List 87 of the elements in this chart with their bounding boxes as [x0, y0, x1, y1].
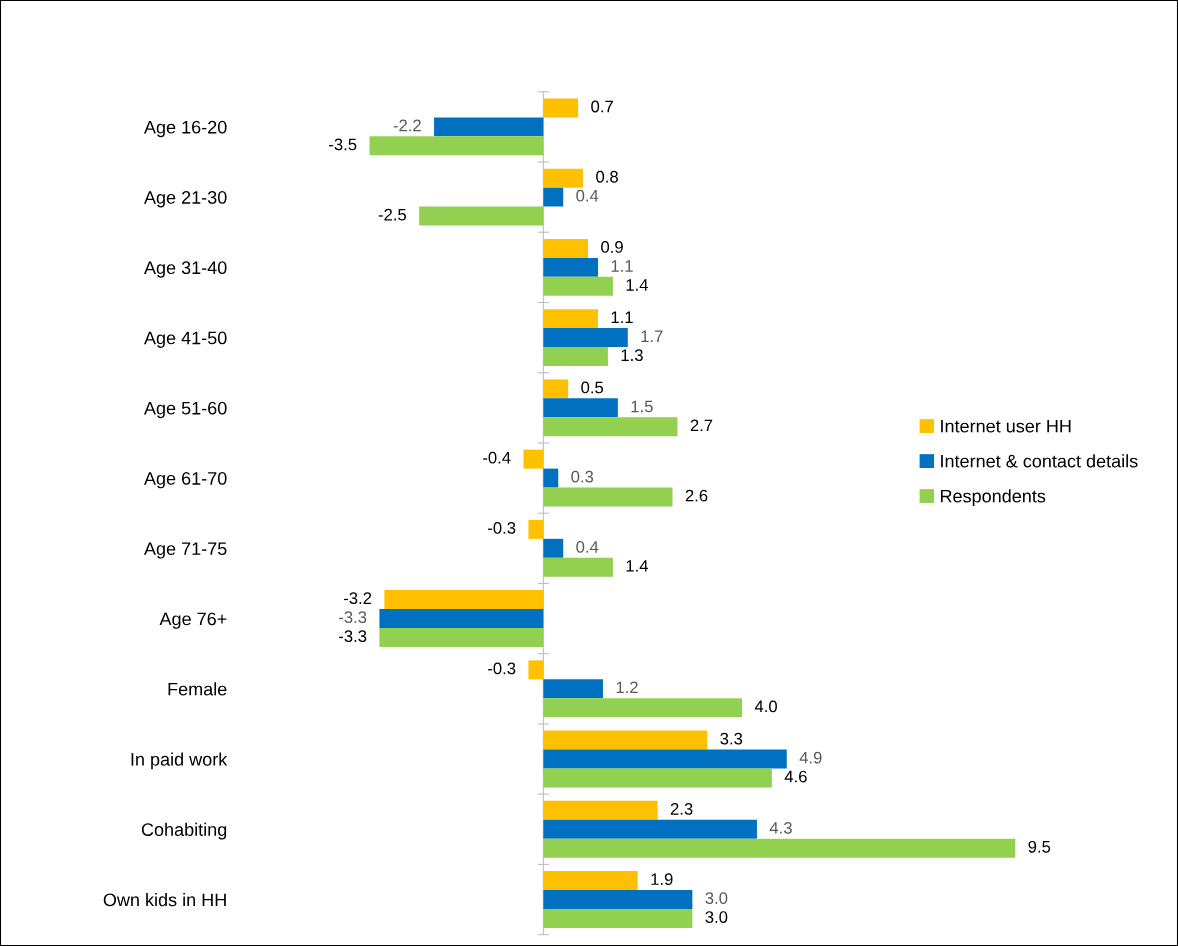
data-label: 0.4 — [576, 541, 599, 553]
y-tick-label: Female — [168, 682, 227, 696]
bar — [543, 398, 618, 418]
bar — [543, 276, 613, 296]
bar — [543, 257, 598, 277]
bar — [384, 590, 544, 610]
y-tick-label: Age 41-50 — [143, 331, 227, 348]
bar — [528, 519, 544, 539]
data-label: 9.5 — [1028, 840, 1051, 853]
bar — [543, 538, 564, 558]
bar — [543, 768, 772, 788]
y-tick-label: Age 71-75 — [143, 542, 227, 559]
data-label: -3.5 — [329, 138, 357, 151]
bar — [543, 168, 584, 188]
data-label: 4.3 — [769, 821, 792, 834]
data-label: 0.3 — [571, 470, 594, 483]
y-tick-label: Own kids in HH — [103, 892, 226, 907]
legend-label: Internet & contact details — [941, 454, 1138, 468]
data-label: 3.0 — [705, 892, 728, 904]
bar — [369, 136, 544, 156]
data-label: 3.0 — [705, 911, 728, 923]
data-label: 1.7 — [641, 330, 663, 342]
data-label: 1.1 — [611, 260, 633, 272]
bar — [543, 890, 693, 910]
bar — [543, 417, 678, 437]
data-label: -3.3 — [339, 611, 367, 624]
data-label: 3.3 — [720, 732, 743, 745]
data-label: 0.5 — [581, 381, 604, 394]
data-label: -2.2 — [393, 119, 421, 132]
bar — [543, 819, 757, 839]
bar — [434, 117, 544, 137]
bar — [543, 487, 673, 507]
bar — [379, 609, 544, 629]
legend-label: Internet user HH — [941, 419, 1071, 433]
data-label: 1.4 — [626, 279, 648, 291]
bar — [543, 679, 603, 699]
data-label: 4.9 — [799, 751, 822, 764]
data-label: 1.4 — [626, 560, 648, 572]
y-tick-label: Cohabiting — [141, 822, 227, 840]
bar — [543, 379, 569, 399]
y-tick-label: In paid work — [131, 752, 228, 770]
data-label: 4.6 — [784, 770, 807, 783]
data-label: 0.4 — [576, 189, 599, 202]
legend-label: Respondents — [940, 489, 1046, 507]
bar — [543, 98, 579, 118]
data-label: 1.2 — [616, 681, 638, 694]
bar — [543, 309, 598, 329]
y-tick-label: Age 76+ — [159, 612, 227, 629]
data-label: 1.3 — [621, 349, 643, 362]
data-label: -2.5 — [378, 208, 407, 221]
bar — [543, 187, 564, 207]
y-tick-label: Age 61-70 — [143, 472, 227, 489]
bar — [543, 909, 693, 928]
data-label: 2.7 — [690, 419, 713, 432]
bar — [523, 449, 544, 469]
bar — [528, 660, 544, 680]
data-label: 2.6 — [685, 489, 708, 502]
data-label: 2.3 — [670, 802, 693, 815]
bar — [543, 838, 1016, 858]
bar — [543, 730, 708, 750]
data-label: 4.0 — [754, 700, 777, 713]
bar — [379, 628, 544, 648]
y-tick-label: Age 21-30 — [143, 191, 227, 208]
bar — [419, 206, 544, 226]
bar — [543, 698, 743, 718]
data-label: 0.8 — [596, 170, 618, 183]
data-label: 1.5 — [631, 400, 653, 413]
bar — [543, 468, 559, 488]
bar — [543, 557, 613, 577]
data-label: 1.9 — [651, 873, 673, 886]
y-tick-label: Age 31-40 — [143, 261, 227, 278]
bar — [543, 749, 787, 769]
data-label: 0.9 — [601, 241, 623, 253]
y-tick-label: Age 16-20 — [143, 120, 227, 138]
y-tick-label: Age 51-60 — [143, 401, 227, 419]
data-label: -0.3 — [488, 662, 516, 675]
bar — [543, 238, 589, 258]
bar — [543, 871, 638, 891]
bar — [543, 800, 658, 820]
bar — [543, 328, 628, 348]
data-label: 1.1 — [611, 311, 633, 323]
bar — [543, 347, 608, 367]
data-label: -0.3 — [488, 522, 516, 534]
data-label: 0.7 — [591, 100, 613, 113]
data-label: -3.2 — [343, 592, 372, 605]
data-label: -0.4 — [483, 451, 511, 464]
data-label: -3.3 — [339, 630, 367, 642]
